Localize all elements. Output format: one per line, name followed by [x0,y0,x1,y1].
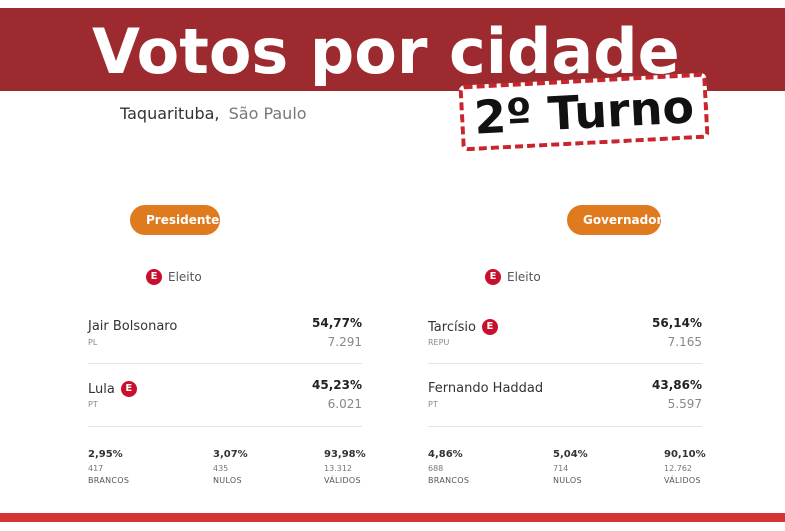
candidate-row: Jair Bolsonaro PL 54,77% 7.291 [88,316,362,356]
candidate-name: Lula [88,381,115,397]
candidate-votes: 7.291 [327,335,362,349]
header-banner: Votos por cidade [0,8,785,91]
candidate-party: PT [428,400,438,409]
elected-legend: E Eleito [146,269,202,285]
candidate-name: Jair Bolsonaro [88,319,178,334]
tab-presidente[interactable]: Presidente [130,205,220,235]
candidate-row: Tarcísio E REPU 56,14% 7.165 [428,316,702,356]
stat-brancos: 2,95% 417 BRANCOS [88,449,130,485]
candidate-percent: 45,23% [312,378,362,392]
elected-icon: E [485,269,501,285]
elected-icon: E [120,381,137,397]
candidate-row: Fernando Haddad PT 43,86% 5.597 [428,378,702,418]
candidate-party: PL [88,338,98,347]
state-name: São Paulo [228,104,307,123]
elected-icon: E [146,269,162,285]
stat-brancos: 4,86% 688 BRANCOS [428,449,470,485]
stat-nulos: 5,04% 714 NULOS [553,449,588,485]
elected-legend-label: Eleito [168,270,202,284]
candidate-percent: 54,77% [312,316,362,330]
tab-governador[interactable]: Governador [567,205,662,235]
footer-bar [0,513,785,522]
candidate-votes: 6.021 [327,397,362,411]
elected-legend: E Eleito [485,269,541,285]
turno-stamp: 2º Turno [458,72,710,152]
stat-validos: 93,98% 13.312 VÁLIDOS [324,449,366,485]
candidate-votes: 5.597 [667,397,702,411]
candidate-party: REPU [428,338,450,347]
page-title: Votos por cidade [92,15,680,88]
turno-label: 2º Turno [472,79,696,145]
candidate-percent: 43,86% [652,378,702,392]
divider [88,426,362,427]
candidate-row: Lula E PT 45,23% 6.021 [88,378,362,418]
elected-icon: E [481,319,498,335]
candidate-votes: 7.165 [667,335,702,349]
location: Taquarituba, São Paulo [120,104,307,123]
candidate-party: PT [88,400,98,409]
candidate-name: Tarcísio [428,319,476,335]
candidate-name: Fernando Haddad [428,381,544,396]
divider [88,363,362,364]
candidate-percent: 56,14% [652,316,702,330]
city-name: Taquarituba, [120,104,220,123]
stat-validos: 90,10% 12.762 VÁLIDOS [664,449,706,485]
elected-legend-label: Eleito [507,270,541,284]
divider [428,426,702,427]
divider [428,363,702,364]
stat-nulos: 3,07% 435 NULOS [213,449,248,485]
